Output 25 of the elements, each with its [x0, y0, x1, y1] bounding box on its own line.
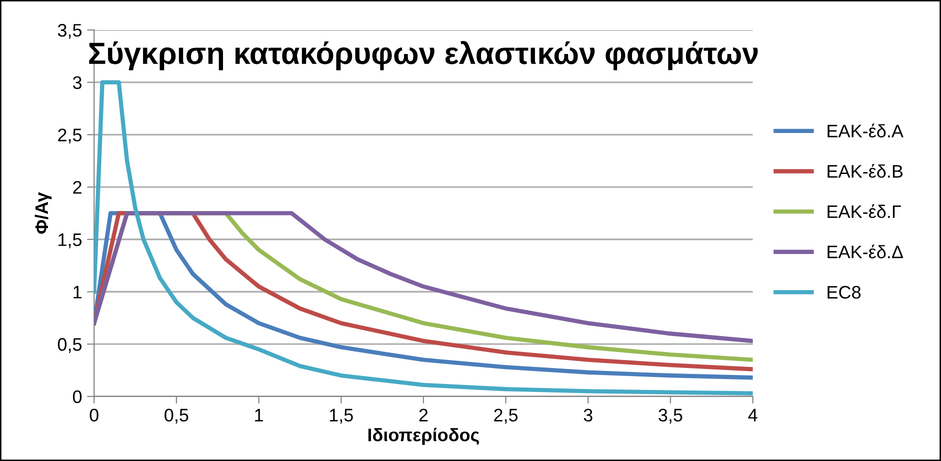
legend-label: ΕΑΚ-έδ.Α — [828, 124, 904, 138]
x-tick-label: 1 — [255, 408, 263, 422]
y-tick-label: 3 — [72, 76, 82, 90]
x-tick-label: 2,5 — [494, 408, 518, 424]
legend-label: EC8 — [828, 286, 861, 299]
y-tick-label: 0,5 — [58, 338, 82, 353]
x-axis-title: Ιδιοπερίοδος — [368, 428, 479, 445]
x-tick-label: 3 — [584, 408, 592, 422]
x-tick-label: 4 — [748, 408, 758, 422]
legend-label: ΕΑΚ-έδ.Δ — [828, 244, 903, 258]
legend-label: ΕΑΚ-έδ.Γ — [828, 204, 901, 218]
x-tick-label: 3,5 — [658, 408, 682, 424]
x-tick-label: 0 — [90, 408, 98, 422]
y-tick-label: 1,5 — [58, 234, 82, 248]
x-tick-label: 2 — [419, 408, 428, 422]
x-tick-label: 1,5 — [330, 408, 353, 424]
y-axis-title: Φ/Αγ — [34, 192, 52, 234]
y-tick-label: 3,5 — [58, 24, 82, 39]
y-tick-label: 1 — [74, 286, 82, 298]
x-tick-label: 0,5 — [164, 408, 188, 424]
chart-title: Σύγκριση κατακόρυφων ελαστικών φασμάτων — [89, 40, 758, 70]
y-tick-label: 2,5 — [58, 128, 82, 144]
y-tick-label: 0 — [72, 390, 82, 404]
legend-label: ΕΑΚ-έδ.Β — [828, 164, 903, 178]
y-tick-label: 2 — [73, 180, 82, 194]
